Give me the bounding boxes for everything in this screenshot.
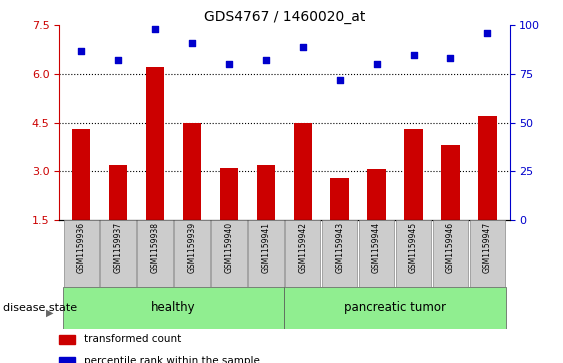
Bar — [59, 357, 75, 363]
Bar — [109, 164, 127, 220]
Bar — [404, 129, 423, 220]
Bar — [359, 220, 394, 287]
Point — [298, 44, 307, 50]
Text: pancreatic tumor: pancreatic tumor — [344, 301, 446, 314]
Text: disease state: disease state — [3, 303, 77, 313]
Point — [150, 26, 159, 32]
Bar — [284, 287, 506, 329]
Bar — [257, 164, 275, 220]
Bar — [330, 178, 349, 220]
Bar — [63, 287, 284, 329]
Point — [335, 77, 344, 83]
Text: GSM1159938: GSM1159938 — [150, 222, 159, 273]
Bar — [137, 220, 173, 287]
Point — [409, 52, 418, 57]
Bar — [146, 68, 164, 220]
Bar — [59, 335, 75, 343]
Bar — [100, 220, 136, 287]
Bar — [248, 220, 284, 287]
Point — [225, 61, 234, 67]
Text: GSM1159940: GSM1159940 — [225, 222, 234, 273]
Text: GSM1159945: GSM1159945 — [409, 222, 418, 273]
Text: GSM1159941: GSM1159941 — [261, 222, 270, 273]
Point — [114, 57, 123, 63]
Text: transformed count: transformed count — [84, 334, 181, 344]
Title: GDS4767 / 1460020_at: GDS4767 / 1460020_at — [204, 11, 365, 24]
Text: percentile rank within the sample: percentile rank within the sample — [84, 356, 260, 363]
Point — [77, 48, 86, 54]
Bar — [293, 123, 312, 220]
Bar — [211, 220, 247, 287]
Bar — [441, 145, 459, 220]
Point — [372, 61, 381, 67]
Bar — [175, 220, 210, 287]
Bar — [433, 220, 468, 287]
Text: GSM1159944: GSM1159944 — [372, 222, 381, 273]
Text: GSM1159942: GSM1159942 — [298, 222, 307, 273]
Point — [261, 57, 270, 63]
Bar — [285, 220, 320, 287]
Text: GSM1159936: GSM1159936 — [77, 222, 86, 273]
Bar — [183, 123, 201, 220]
Text: ▶: ▶ — [46, 308, 53, 318]
Bar — [478, 116, 497, 220]
Bar — [396, 220, 431, 287]
Point — [187, 40, 196, 46]
Text: healthy: healthy — [151, 301, 196, 314]
Point — [483, 30, 492, 36]
Bar — [220, 168, 238, 220]
Text: GSM1159939: GSM1159939 — [187, 222, 196, 273]
Text: GSM1159937: GSM1159937 — [114, 222, 123, 273]
Point — [446, 56, 455, 61]
Bar — [72, 129, 91, 220]
Bar — [322, 220, 358, 287]
Bar — [64, 220, 99, 287]
Text: GSM1159943: GSM1159943 — [335, 222, 344, 273]
Text: GSM1159947: GSM1159947 — [483, 222, 492, 273]
Text: GSM1159946: GSM1159946 — [446, 222, 455, 273]
Bar — [368, 170, 386, 220]
Bar — [470, 220, 505, 287]
